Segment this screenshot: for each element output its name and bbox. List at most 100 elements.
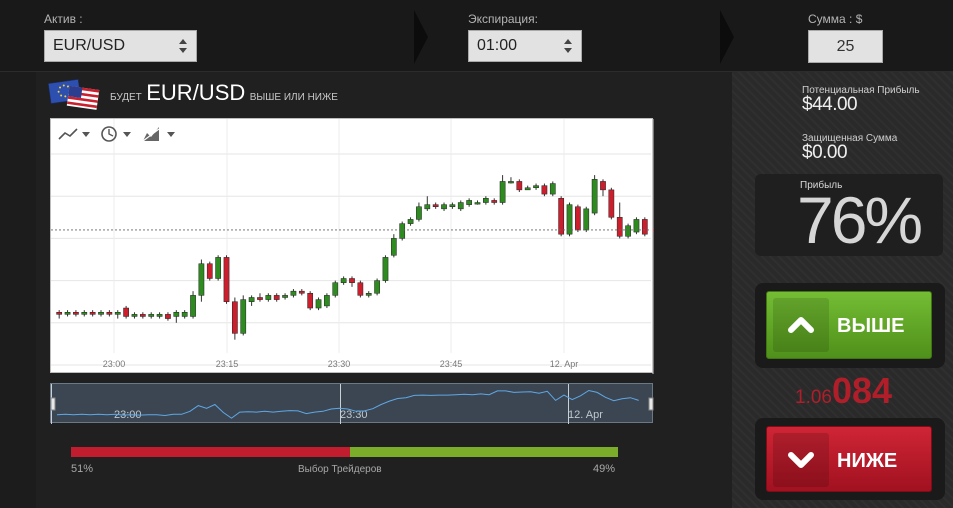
candle-up bbox=[382, 257, 389, 281]
candle-up bbox=[324, 295, 330, 307]
candle-up bbox=[474, 202, 481, 205]
price-chart[interactable]: 1.061201.061001.060801.060601.060401.060… bbox=[50, 118, 654, 374]
indicators-icon[interactable] bbox=[141, 125, 177, 143]
current-price: 1.06084 bbox=[795, 370, 892, 412]
candle-down bbox=[616, 217, 623, 237]
candle-down bbox=[206, 263, 213, 279]
candle-up bbox=[633, 219, 640, 233]
candle-up bbox=[365, 293, 372, 296]
chevron-up-icon bbox=[773, 298, 829, 352]
candle-up bbox=[399, 223, 406, 239]
candle-up bbox=[332, 282, 339, 296]
candle-up bbox=[156, 314, 163, 317]
candle-down bbox=[558, 198, 565, 235]
candle-down bbox=[56, 312, 63, 315]
chevron-down-icon bbox=[773, 433, 829, 487]
candle-up bbox=[374, 280, 380, 294]
profit-label: Прибыль bbox=[800, 180, 843, 191]
heading-prefix: БУДЕТ bbox=[110, 92, 142, 103]
candle-down bbox=[89, 312, 96, 315]
traders-down-bar bbox=[71, 447, 350, 457]
candle-up bbox=[282, 295, 288, 298]
candle-down bbox=[349, 278, 355, 283]
candle-up bbox=[466, 200, 472, 205]
traders-up-pct: 49% bbox=[593, 463, 616, 475]
chevron-divider-icon bbox=[414, 10, 428, 64]
pair-heading: БУДЕТ EUR/USD ВЫШЕ ИЛИ НИЖЕ bbox=[110, 80, 338, 106]
potential-profit-label: Потенциальная Прибыль bbox=[802, 85, 920, 96]
candle-up bbox=[390, 238, 397, 256]
candle-up bbox=[583, 208, 590, 231]
higher-button[interactable]: ВЫШЕ bbox=[766, 291, 932, 359]
candlestick-chart: 1.061201.061001.060801.060601.060401.060… bbox=[51, 119, 654, 374]
candle-up bbox=[98, 312, 104, 315]
candle-up bbox=[148, 314, 155, 317]
candle-up bbox=[499, 181, 506, 203]
heading-suffix: ВЫШЕ ИЛИ НИЖЕ bbox=[249, 92, 338, 103]
candle-down bbox=[232, 301, 238, 334]
traders-down-pct: 51% bbox=[71, 463, 94, 475]
higher-button-label: ВЫШЕ bbox=[837, 315, 905, 337]
potential-profit-value: $44.00 bbox=[802, 94, 858, 115]
navigator-right-handle bbox=[648, 397, 654, 411]
candle-up bbox=[198, 263, 205, 296]
traders-up-bar bbox=[350, 447, 618, 457]
candle-down bbox=[257, 297, 263, 300]
candle-up bbox=[566, 204, 573, 235]
candle-up bbox=[424, 204, 431, 210]
candle-up bbox=[625, 225, 631, 237]
select-arrows-icon bbox=[179, 39, 187, 53]
candle-down bbox=[139, 314, 146, 317]
candle-down bbox=[608, 189, 615, 218]
navigator-area: 23:00 23:30 12. Apr bbox=[51, 384, 654, 424]
candle-down bbox=[491, 200, 498, 203]
eu-us-flag-icon bbox=[48, 79, 100, 110]
lower-button-label: НИЖЕ bbox=[837, 450, 898, 472]
navigator-series-line bbox=[56, 389, 639, 419]
asset-select-value: EUR/USD bbox=[53, 37, 126, 54]
candle-up bbox=[549, 183, 556, 195]
candle-down bbox=[541, 185, 548, 195]
traders-choice-label: Выбор Трейдеров bbox=[298, 464, 382, 475]
candle-down bbox=[600, 181, 606, 191]
x-tick-label: 23:00 bbox=[103, 359, 126, 369]
expiry-label: Экспирация: bbox=[468, 12, 538, 26]
protected-amount-label: Защищенная Сумма bbox=[802, 133, 898, 144]
expiry-select[interactable]: 01:00 bbox=[468, 30, 582, 62]
chevron-divider-icon bbox=[720, 10, 734, 64]
asset-label: Актив : bbox=[44, 12, 83, 26]
current-price-suffix: 084 bbox=[831, 370, 893, 411]
chart-navigator[interactable]: 23:00 23:30 12. Apr bbox=[50, 383, 654, 424]
chart-type-icon[interactable] bbox=[57, 125, 91, 143]
candle-up bbox=[315, 299, 322, 309]
candle-down bbox=[575, 206, 581, 231]
amount-label: Сумма : $ bbox=[808, 12, 863, 26]
navigator-tick-label: 12. Apr bbox=[568, 409, 603, 421]
protected-amount-value: $0.00 bbox=[802, 142, 848, 163]
current-price-tag bbox=[653, 228, 654, 232]
clock-icon[interactable] bbox=[99, 125, 133, 143]
candle-up bbox=[181, 312, 188, 317]
candle-down bbox=[165, 314, 171, 319]
candle-up bbox=[290, 290, 297, 296]
candle-up bbox=[416, 206, 422, 220]
candle-up bbox=[131, 314, 138, 317]
candle-down bbox=[357, 282, 364, 296]
top-bar: Актив : EUR/USD Экспирация: 01:00 Сумма … bbox=[0, 0, 953, 72]
select-arrows-icon bbox=[564, 39, 572, 53]
candle-up bbox=[441, 204, 447, 210]
lower-button[interactable]: НИЖЕ bbox=[766, 426, 932, 492]
candle-up bbox=[190, 295, 196, 317]
profit-box bbox=[755, 174, 943, 256]
current-price-prefix: 1.06 bbox=[795, 387, 832, 408]
x-tick-label: 23:45 bbox=[440, 359, 463, 369]
candle-up bbox=[533, 185, 539, 189]
candle-up bbox=[483, 198, 489, 203]
asset-select[interactable]: EUR/USD bbox=[44, 30, 197, 62]
x-tick-label: 23:30 bbox=[328, 359, 351, 369]
navigator-left-handle bbox=[51, 397, 56, 411]
candle-up bbox=[81, 312, 88, 315]
candle-up bbox=[240, 299, 247, 334]
amount-input[interactable] bbox=[808, 30, 883, 63]
x-tick-label: 23:15 bbox=[216, 359, 239, 369]
